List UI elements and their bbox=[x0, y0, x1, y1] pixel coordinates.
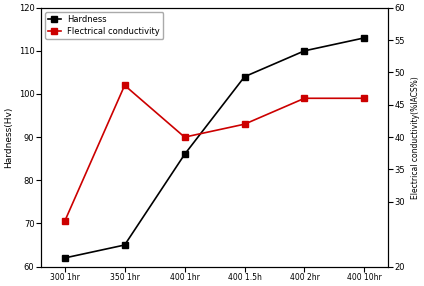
Hardness bbox=[182, 153, 187, 156]
Line: Flectrical conductivity: Flectrical conductivity bbox=[62, 83, 367, 224]
Hardness bbox=[362, 36, 367, 39]
Flectrical conductivity bbox=[122, 84, 127, 87]
Y-axis label: Hardness(Hv): Hardness(Hv) bbox=[4, 106, 13, 168]
Legend: Hardness, Flectrical conductivity: Hardness, Flectrical conductivity bbox=[45, 12, 164, 39]
Flectrical conductivity bbox=[362, 97, 367, 100]
Y-axis label: Electrical conductivity(%IACS%): Electrical conductivity(%IACS%) bbox=[411, 76, 420, 198]
Hardness bbox=[242, 75, 247, 78]
Flectrical conductivity bbox=[182, 135, 187, 139]
Hardness bbox=[302, 49, 307, 53]
Flectrical conductivity bbox=[242, 122, 247, 126]
Flectrical conductivity bbox=[62, 220, 67, 223]
Flectrical conductivity bbox=[302, 97, 307, 100]
Hardness bbox=[62, 256, 67, 260]
Line: Hardness: Hardness bbox=[62, 35, 367, 261]
Hardness bbox=[122, 243, 127, 247]
